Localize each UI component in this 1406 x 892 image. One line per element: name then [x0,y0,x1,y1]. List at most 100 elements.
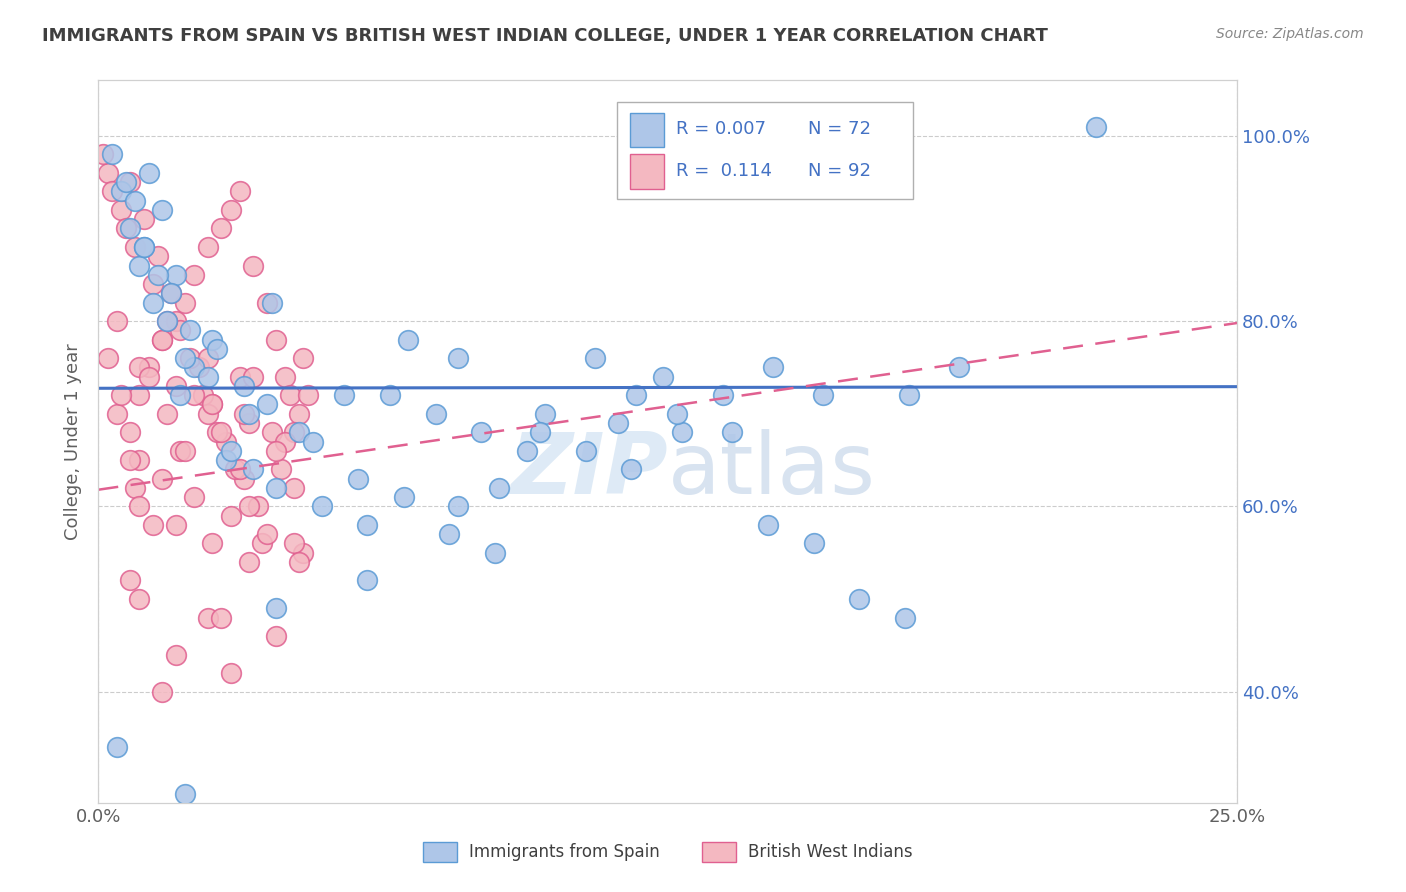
Point [142,295,165,310]
Point [165,517,187,532]
Point [264,601,287,615]
Point [120,453,142,467]
Point [183,490,205,504]
Point [205,425,228,440]
Point [120,175,142,189]
Point [105,407,128,421]
Text: atlas: atlas [668,429,876,512]
Point [470,425,492,440]
Point [425,407,447,421]
Point [183,388,205,402]
Point [484,546,506,560]
Point [114,175,136,189]
Point [174,295,197,310]
Point [150,472,173,486]
Point [356,517,378,532]
Point [146,268,169,282]
Point [278,388,301,402]
Text: N = 72: N = 72 [808,120,870,138]
Point [179,351,201,366]
Point [260,295,283,310]
Point [209,610,232,624]
Point [197,351,219,366]
Point [197,369,219,384]
Point [169,388,191,402]
Point [110,388,132,402]
Point [620,462,643,476]
Point [120,574,142,588]
Text: IMMIGRANTS FROM SPAIN VS BRITISH WEST INDIAN COLLEGE, UNDER 1 YEAR CORRELATION C: IMMIGRANTS FROM SPAIN VS BRITISH WEST IN… [42,27,1047,45]
Point [174,351,197,366]
Point [138,360,160,375]
Point [534,407,557,421]
Point [165,648,187,662]
Point [283,536,305,550]
Point [219,508,242,523]
FancyBboxPatch shape [630,112,665,147]
Point [1085,120,1108,134]
Point [488,481,510,495]
Point [762,360,785,375]
Point [160,286,183,301]
Point [193,388,215,402]
Point [264,443,287,458]
Point [311,500,333,514]
Text: R =  0.114: R = 0.114 [676,161,772,179]
Point [652,369,675,384]
Point [205,342,228,356]
Point [624,388,647,402]
Point [201,397,224,411]
Point [665,407,688,421]
Point [201,536,224,550]
Point [110,202,132,217]
Point [333,388,356,402]
Point [165,379,187,393]
Point [233,379,256,393]
Point [283,425,305,440]
Point [150,333,173,347]
Point [803,536,825,550]
Point [242,259,264,273]
Text: ZIP: ZIP [510,429,668,512]
Point [264,333,287,347]
Point [128,500,150,514]
Point [96,351,118,366]
Point [124,481,146,495]
Point [224,462,246,476]
Point [105,740,128,755]
Text: Source: ZipAtlas.com: Source: ZipAtlas.com [1216,27,1364,41]
Point [197,610,219,624]
Point [128,592,150,607]
Point [174,787,197,801]
Point [160,286,183,301]
Point [215,434,238,449]
Point [101,147,124,161]
Text: British West Indians: British West Indians [748,843,912,861]
Point [120,221,142,235]
Point [264,629,287,643]
Point [606,416,628,430]
Text: R = 0.007: R = 0.007 [676,120,766,138]
Point [128,388,150,402]
Point [516,443,538,458]
Point [228,462,250,476]
Point [197,240,219,254]
Point [114,221,136,235]
Point [124,240,146,254]
Point [711,388,734,402]
Point [583,351,606,366]
Point [288,407,311,421]
Point [898,388,921,402]
Point [132,240,155,254]
FancyBboxPatch shape [423,842,457,862]
Point [165,268,187,282]
Point [238,407,260,421]
Point [91,147,114,161]
Point [288,425,311,440]
Y-axis label: College, Under 1 year: College, Under 1 year [65,343,83,540]
Point [274,369,297,384]
Point [720,425,742,440]
Point [233,407,256,421]
Point [238,555,260,569]
Point [142,517,165,532]
